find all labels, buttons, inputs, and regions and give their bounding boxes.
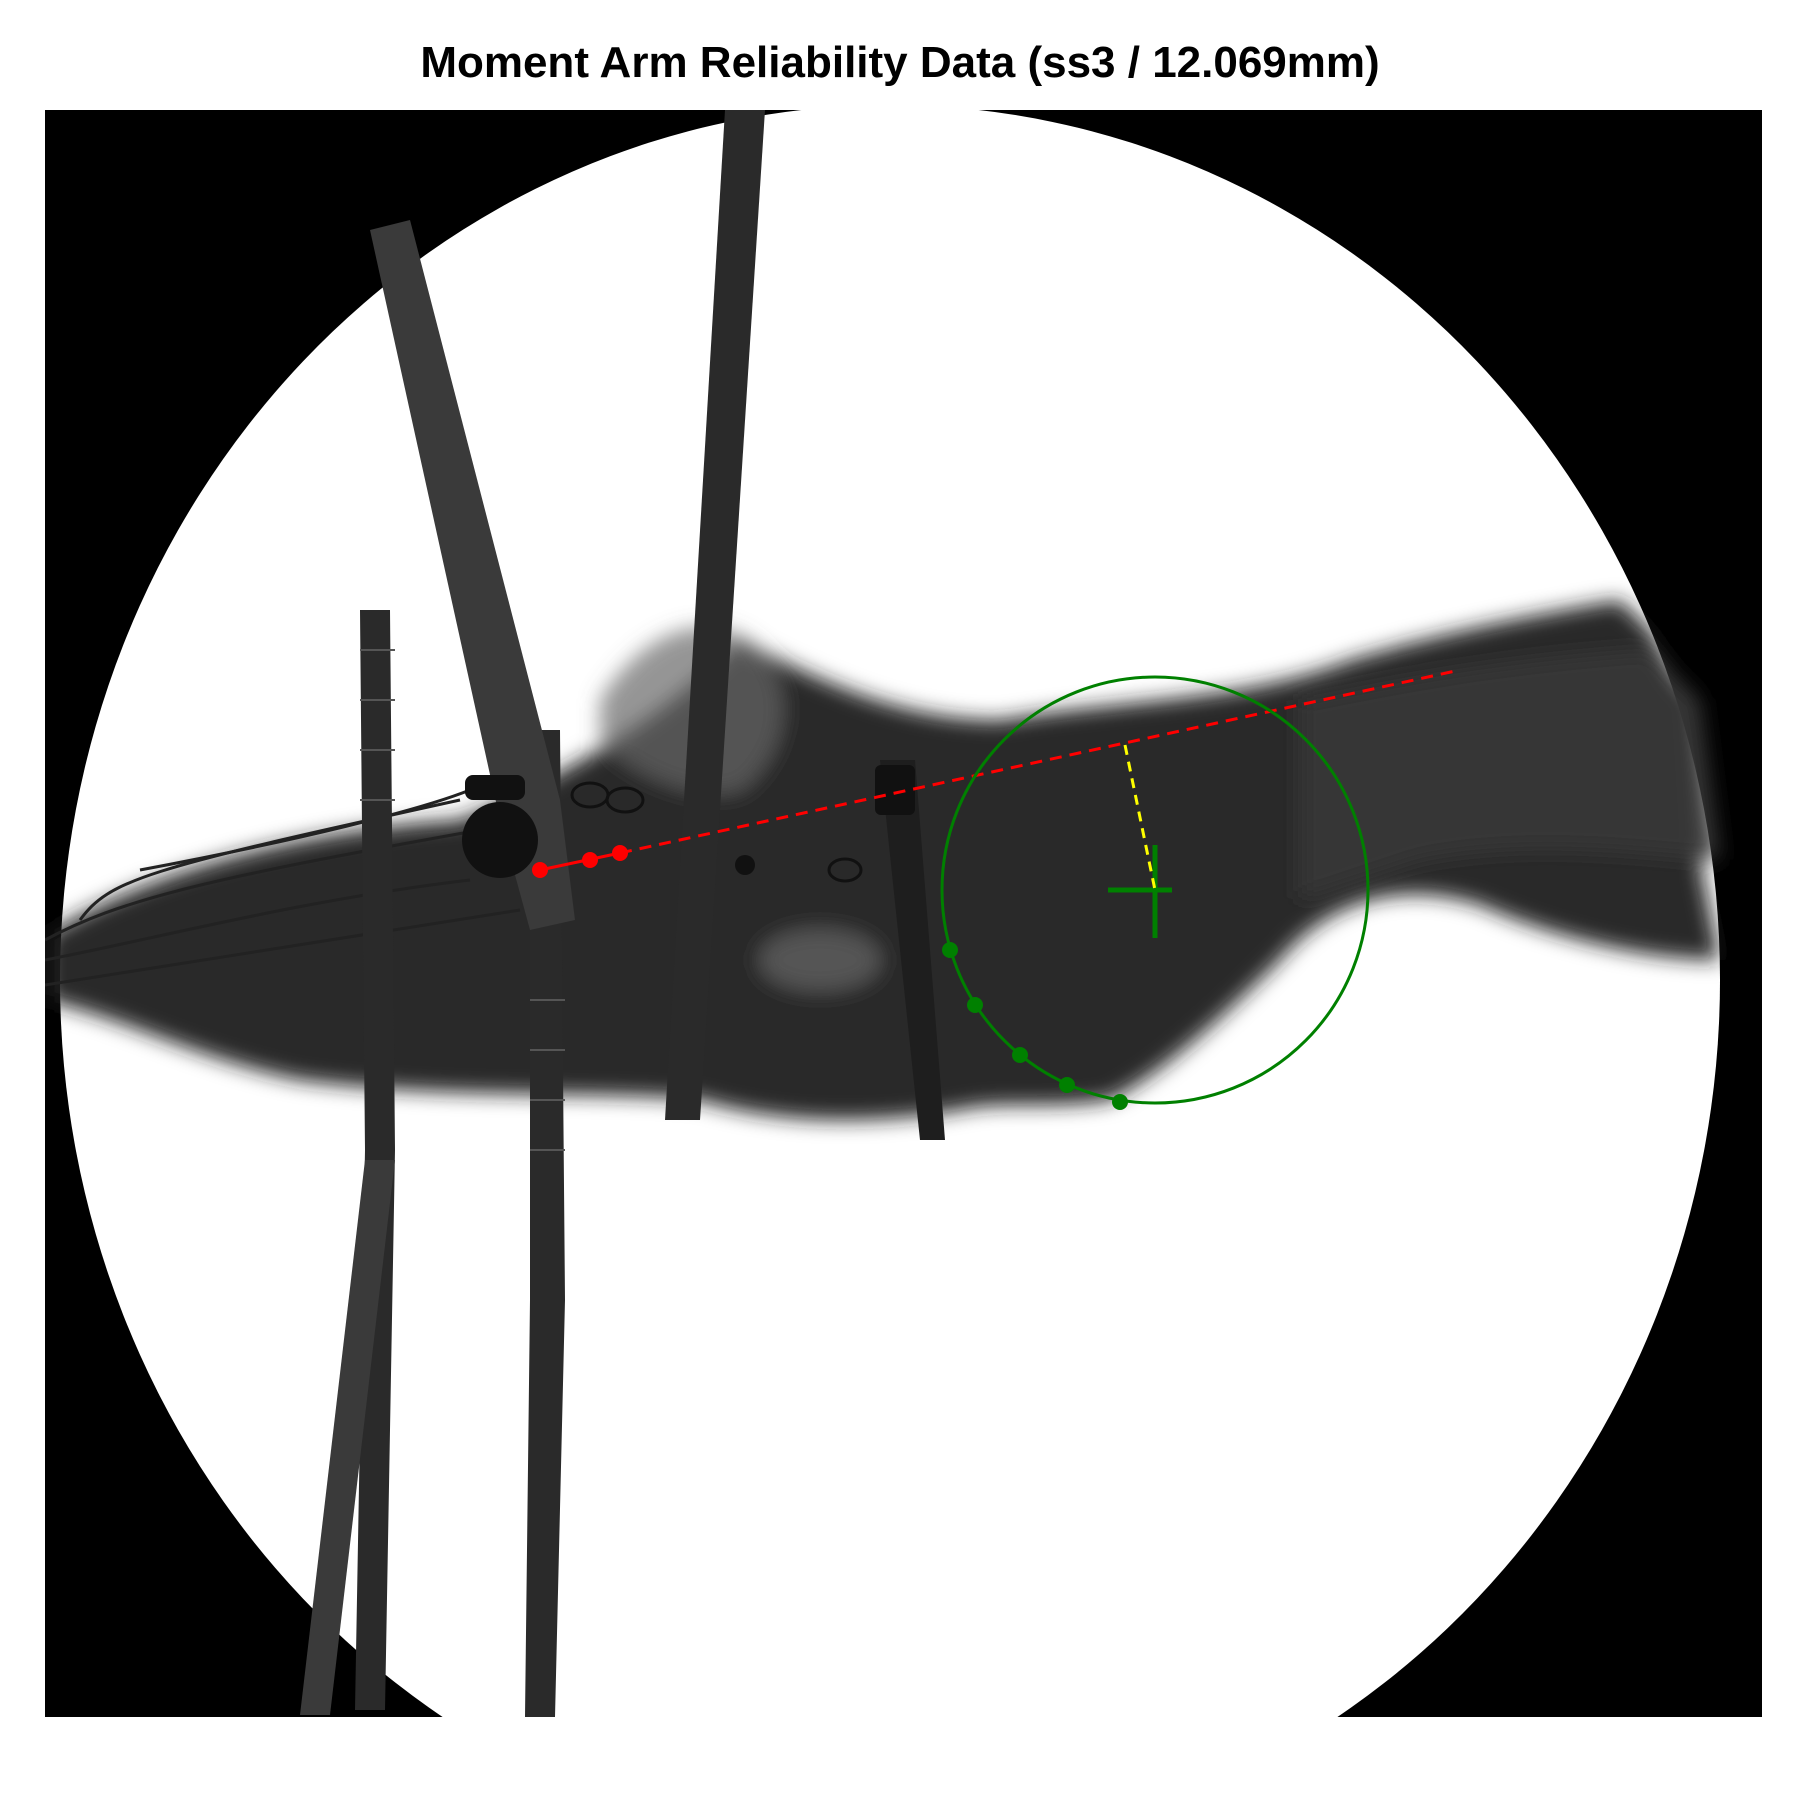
arc-point-5 (1112, 1094, 1128, 1110)
arc-point-2 (967, 997, 983, 1013)
arc-point-1 (942, 942, 958, 958)
hardware-clamps (462, 765, 915, 878)
tendon-line-dashed (619, 668, 1461, 855)
figure-title: Moment Arm Reliability Data (ss3 / 12.06… (420, 38, 1380, 87)
tendon-point-3 (612, 845, 628, 861)
moment-arm-line (1123, 744, 1157, 891)
bone-shadow (45, 600, 1720, 1120)
arc-point-4 (1059, 1077, 1075, 1093)
arc-point-3 (1012, 1047, 1028, 1063)
fixation-pins (300, 110, 945, 1717)
joint-circle (940, 675, 1370, 1105)
tendon-line-solid (539, 851, 621, 872)
tendon-point-2 (582, 852, 598, 868)
wire-loops (570, 781, 863, 883)
tendon-point-1 (532, 862, 548, 878)
